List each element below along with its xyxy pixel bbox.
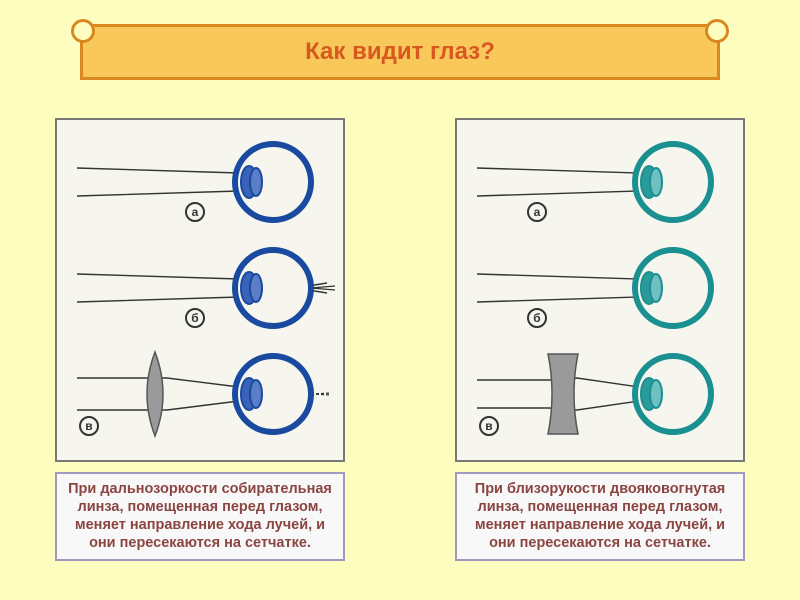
left-caption: При дальнозоркости собирательная линза, … (55, 472, 345, 561)
left-panel: а б в При дальнозоркости собирательная л… (55, 118, 345, 561)
row-label-badge: а (185, 202, 205, 222)
eye-diagram-svg (67, 344, 337, 444)
right-panel: а б в При близорукости двояковогнутая ли… (455, 118, 745, 561)
page-title: Как видит глаз? (305, 38, 495, 66)
row-label-badge: в (79, 416, 99, 436)
left-diagram: а б в (55, 118, 345, 462)
panels-container: а б в При дальнозоркости собирательная л… (0, 118, 800, 561)
eye-diagram-svg (467, 132, 737, 232)
eye-row: а (467, 132, 733, 232)
eye-diagram-svg (467, 344, 737, 444)
title-banner: Как видит глаз? (80, 24, 720, 80)
eye-row: б (67, 238, 333, 338)
eye-row: а (67, 132, 333, 232)
eye-row: в (67, 344, 333, 444)
right-caption: При близорукости двояковогнутая линза, п… (455, 472, 745, 561)
eye-row: в (467, 344, 733, 444)
row-label-badge: б (185, 308, 205, 328)
row-label-badge: в (479, 416, 499, 436)
row-label-badge: а (527, 202, 547, 222)
eye-row: б (467, 238, 733, 338)
right-diagram: а б в (455, 118, 745, 462)
row-label-badge: б (527, 308, 547, 328)
eye-diagram-svg (467, 238, 737, 338)
